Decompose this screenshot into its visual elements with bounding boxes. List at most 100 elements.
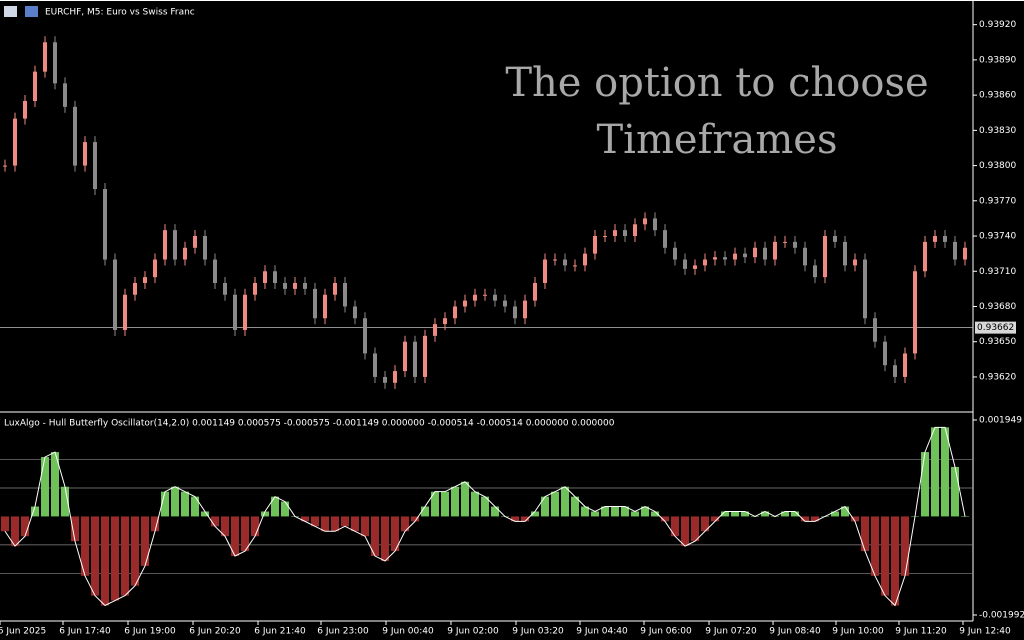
x-tick-label: 9 Jun 08:40	[769, 627, 821, 637]
candle-body	[253, 283, 257, 295]
osc-bar	[51, 452, 59, 517]
y-tick-label: 0.93830	[979, 126, 1016, 136]
osc-bar	[211, 516, 219, 527]
osc-bar	[691, 516, 699, 542]
x-tick-label: 9 Jun 11:20	[895, 627, 947, 637]
candle-body	[463, 300, 467, 307]
osc-bar	[611, 506, 619, 517]
x-tick-label: 9 Jun 04:40	[576, 627, 628, 637]
chart-icon[interactable]	[25, 6, 38, 17]
candle-body	[243, 294, 247, 330]
candle-body	[313, 288, 317, 319]
osc-bar	[901, 516, 909, 576]
osc-bar	[101, 516, 109, 606]
osc-bar	[731, 511, 739, 517]
candle-body	[223, 283, 227, 295]
y-tick-label: 0.93680	[979, 302, 1016, 312]
osc-bar	[61, 486, 69, 517]
candle-body	[933, 236, 937, 242]
candle-body	[333, 283, 337, 295]
x-tick-label: 6 Jun 20:20	[189, 627, 241, 637]
candle-body	[273, 271, 277, 284]
osc-bar	[641, 506, 649, 517]
menu-icon[interactable]	[4, 6, 17, 17]
x-tick-label: 9 Jun 03:20	[512, 627, 564, 637]
x-tick-label: 9 Jun 02:00	[447, 627, 499, 637]
candle-body	[963, 247, 967, 260]
osc-bar	[871, 516, 879, 576]
candle-body	[683, 259, 687, 269]
candle-body	[173, 230, 177, 260]
osc-bar	[791, 511, 799, 517]
y-tick-label: 0.93710	[979, 267, 1016, 277]
y-tick-label: 0.93770	[979, 196, 1016, 206]
candle-body	[563, 259, 567, 266]
osc-bar	[171, 486, 179, 517]
candle-body	[533, 283, 537, 301]
x-tick-label: 6 Jun 21:40	[254, 627, 306, 637]
osc-bar	[921, 452, 929, 517]
candle-body	[693, 265, 697, 269]
osc-bar	[11, 516, 19, 547]
osc-line	[4, 426, 966, 607]
osc-bar	[631, 511, 639, 517]
osc-bar	[441, 491, 449, 517]
osc-bar	[331, 516, 339, 532]
osc-bar	[671, 516, 679, 537]
candle-body	[293, 283, 297, 289]
overlay-text: Timeframes	[597, 117, 838, 163]
osc-bar	[521, 516, 529, 522]
candle-body	[893, 365, 897, 377]
osc-bar	[851, 516, 859, 522]
osc-bar	[431, 491, 439, 517]
candle-body	[593, 236, 597, 254]
x-tick-label: 6 Jun 23:00	[317, 627, 369, 637]
candle-body	[143, 277, 147, 284]
osc-bar	[71, 516, 79, 542]
osc-bar	[111, 516, 119, 601]
osc-bar	[681, 516, 689, 547]
candle-body	[843, 241, 847, 266]
candle-body	[703, 259, 707, 266]
candle-body	[873, 318, 877, 342]
x-tick-label: 6 Jun 19:00	[124, 627, 176, 637]
osc-bar	[231, 516, 239, 557]
osc-bar	[301, 516, 309, 522]
candle-body	[953, 241, 957, 260]
candle-body	[853, 259, 857, 266]
candle-body	[433, 324, 437, 336]
candle-body	[323, 294, 327, 319]
x-tick-label: 9 Jun 10:00	[832, 627, 884, 637]
y-tick-label: 0.93800	[979, 161, 1016, 171]
candle-body	[53, 42, 57, 84]
candle-body	[213, 259, 217, 284]
osc-bar	[21, 516, 29, 537]
candle-body	[733, 253, 737, 260]
candle-body	[383, 376, 387, 383]
candle-body	[573, 265, 577, 267]
candle-body	[3, 165, 7, 167]
x-tick-label: 6 Jun 2025	[0, 627, 46, 637]
candle-body	[203, 236, 207, 260]
osc-bar	[81, 516, 89, 576]
candle-body	[423, 335, 427, 377]
candle-body	[103, 189, 107, 260]
osc-bar	[651, 511, 659, 517]
candle-body	[43, 42, 47, 72]
candle-body	[743, 253, 747, 258]
candle-body	[713, 257, 717, 260]
candle-body	[943, 236, 947, 242]
osc-bar	[351, 516, 359, 532]
candle-body	[123, 294, 127, 330]
osc-bar	[621, 506, 629, 517]
x-tick-label: 6 Jun 17:40	[59, 627, 111, 637]
candle-body	[413, 341, 417, 377]
candle-body	[723, 257, 727, 260]
candle-body	[913, 271, 917, 354]
candle-body	[263, 271, 267, 284]
osc-bar	[201, 511, 209, 517]
osc-bar	[241, 516, 249, 552]
candle-body	[833, 236, 837, 242]
osc-bar	[861, 516, 869, 552]
candle-body	[543, 259, 547, 284]
